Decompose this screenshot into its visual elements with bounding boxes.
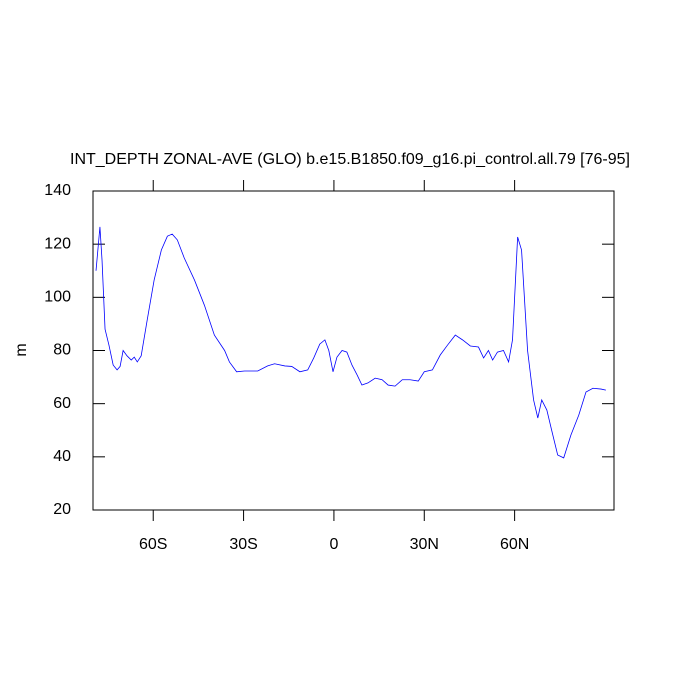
chart-title: INT_DEPTH ZONAL-AVE (GLO) b.e15.B1850.f0… [70, 151, 630, 168]
y-tick-label: 120 [44, 235, 71, 252]
x-tick-label: 60S [139, 536, 167, 553]
y-tick-label: 80 [53, 342, 71, 359]
y-tick-label: 140 [44, 182, 71, 199]
data-line [95, 226, 606, 459]
x-tick-label: 30N [410, 536, 439, 553]
x-tick-label: 60N [500, 536, 529, 553]
y-tick-label: 20 [53, 501, 71, 518]
y-axis-label: m [13, 343, 30, 356]
y-tick-label: 40 [53, 448, 71, 465]
x-tick-label: 30S [229, 536, 257, 553]
y-tick-label: 60 [53, 395, 71, 412]
y-tick-label: 100 [44, 289, 71, 306]
plot-frame [92, 190, 615, 511]
x-tick-label: 0 [329, 536, 338, 553]
